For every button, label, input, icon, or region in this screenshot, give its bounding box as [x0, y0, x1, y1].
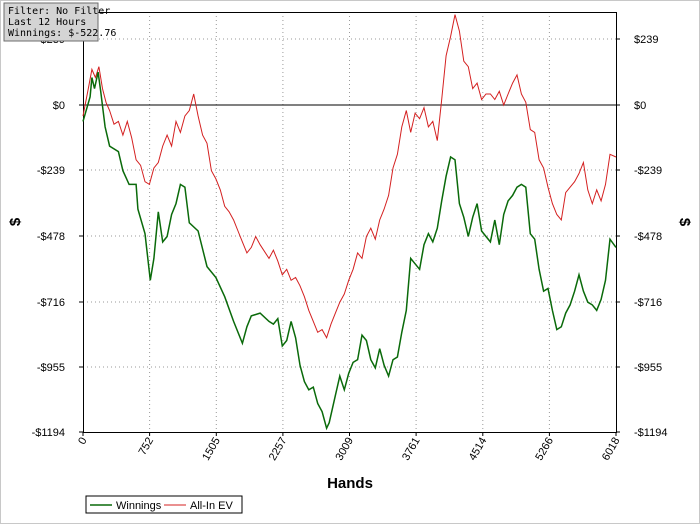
info-winnings: Winnings: $-522.76 — [8, 28, 116, 39]
y-tick-label-left: $0 — [53, 100, 65, 112]
y-tick-label-left: -$716 — [37, 297, 65, 309]
y-axis-title-right: $ — [676, 218, 693, 227]
legend: Winnings All-In EV — [85, 495, 243, 514]
legend-label-all-in-ev: All-In EV — [190, 500, 233, 512]
y-tick-label-right: -$716 — [634, 297, 662, 309]
y-tick-label-left: -$239 — [37, 165, 65, 177]
x-tick-label: 0 — [76, 436, 89, 447]
y-tick-label-right: -$955 — [634, 362, 662, 374]
y-tick-label-left: -$955 — [37, 362, 65, 374]
y-tick-label-left: -$478 — [37, 231, 65, 243]
series-line-all-in-ev — [82, 14, 617, 340]
grid — [83, 12, 616, 432]
y-axis-title-left: $ — [7, 217, 24, 226]
info-box: Filter: No Filter Last 12 Hours Winnings… — [3, 2, 116, 42]
y-tick-label-right: $0 — [634, 100, 646, 112]
y-tick-label-right: -$239 — [634, 165, 662, 177]
info-box-background — [3, 2, 99, 42]
y-tick-label-right: -$1194 — [634, 427, 667, 439]
legend-label-winnings: Winnings — [116, 500, 162, 512]
y-tick-label-right: $239 — [634, 34, 658, 46]
y-tick-label-right: -$478 — [634, 231, 662, 243]
x-axis-title: Hands — [327, 475, 373, 492]
y-tick-label-left: -$1194 — [32, 427, 65, 439]
info-period: Last 12 Hours — [8, 17, 86, 28]
info-filter: Filter: No Filter — [8, 6, 110, 17]
series-line-winnings — [82, 71, 617, 431]
series-lines — [82, 14, 617, 431]
